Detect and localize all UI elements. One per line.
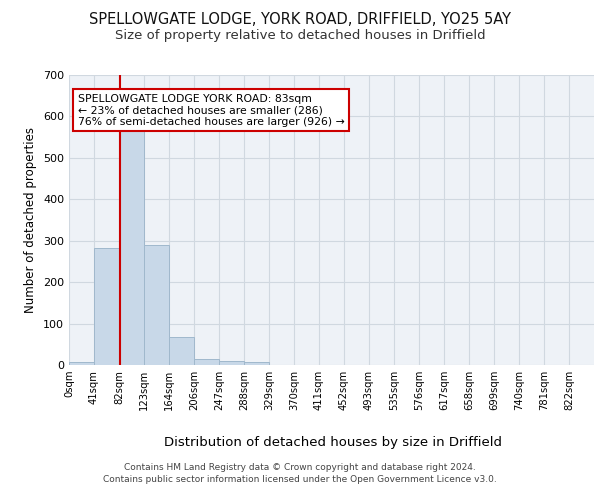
Bar (69, 362, 94, 365)
Bar (144, 245, 169, 365)
Text: Contains public sector information licensed under the Open Government Licence v3: Contains public sector information licen… (103, 476, 497, 484)
Text: Size of property relative to detached houses in Driffield: Size of property relative to detached ho… (115, 29, 485, 42)
Y-axis label: Number of detached properties: Number of detached properties (25, 127, 37, 313)
Text: SPELLOWGATE LODGE, YORK ROAD, DRIFFIELD, YO25 5AY: SPELLOWGATE LODGE, YORK ROAD, DRIFFIELD,… (89, 12, 511, 28)
Bar (94, 248, 119, 365)
Text: Distribution of detached houses by size in Driffield: Distribution of detached houses by size … (164, 436, 502, 449)
Bar (169, 337, 194, 365)
Bar (244, 362, 269, 365)
Text: SPELLOWGATE LODGE YORK ROAD: 83sqm
← 23% of detached houses are smaller (286)
76: SPELLOWGATE LODGE YORK ROAD: 83sqm ← 23%… (78, 94, 344, 127)
Bar (194, 359, 219, 365)
Text: Contains HM Land Registry data © Crown copyright and database right 2024.: Contains HM Land Registry data © Crown c… (124, 463, 476, 472)
Bar (219, 361, 244, 365)
Bar (119, 131, 144, 365)
